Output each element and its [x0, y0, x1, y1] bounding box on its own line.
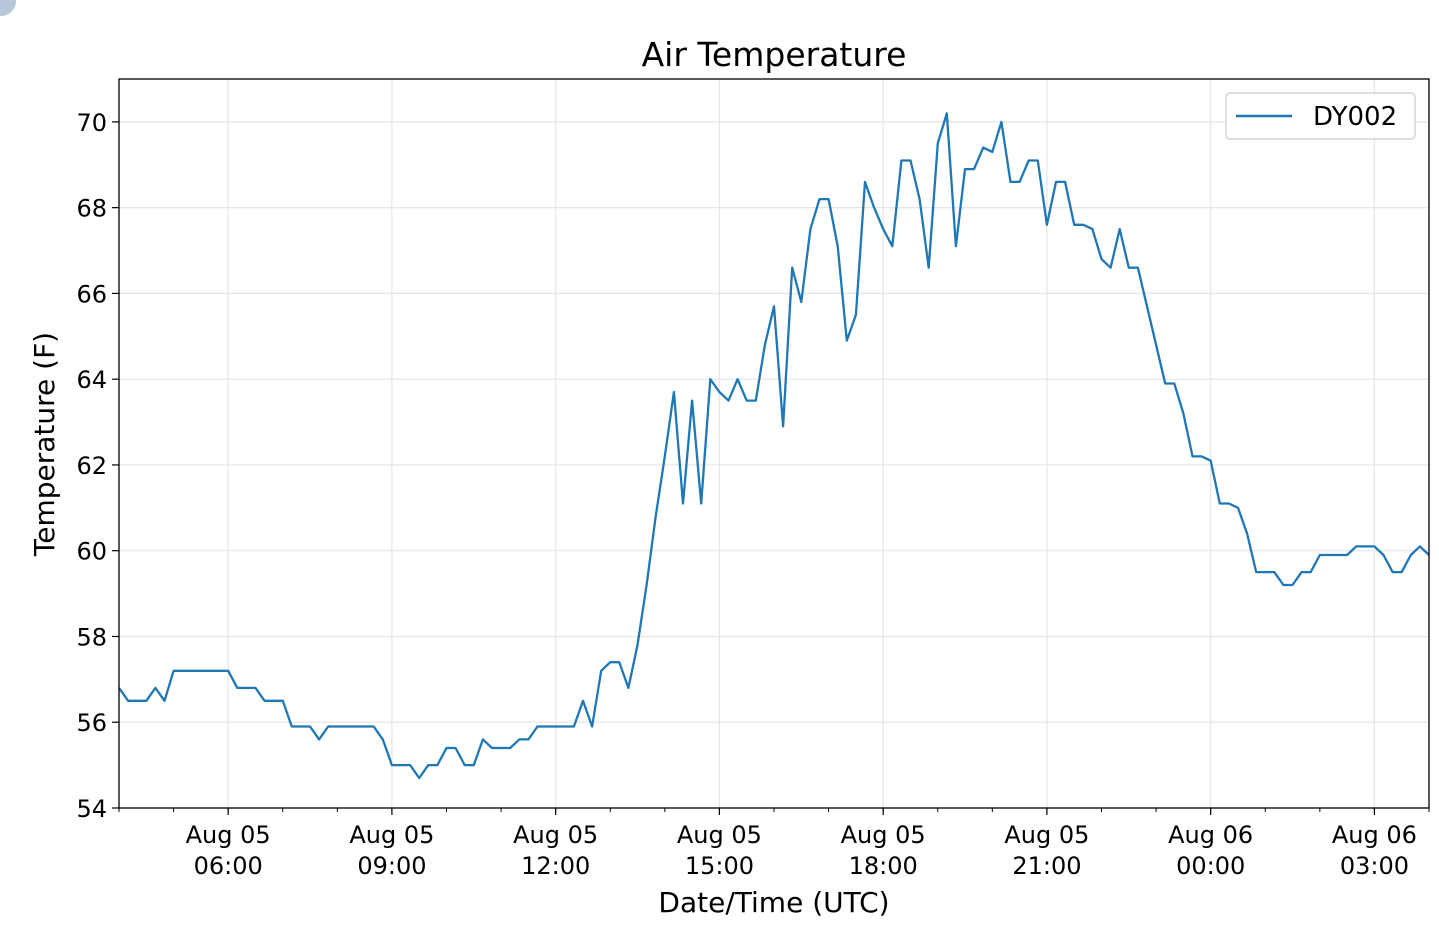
x-tick-label-date: Aug 05 [677, 821, 762, 849]
legend-label-dy002: DY002 [1313, 102, 1397, 132]
x-axis-label: Date/Time (UTC) [658, 886, 889, 919]
legend-box [1225, 92, 1416, 140]
x-tick-label-time: 00:00 [1176, 852, 1245, 880]
x-tick-label-time: 12:00 [521, 852, 590, 880]
series-line-dy002 [119, 112, 1429, 780]
grid-lines [119, 79, 1429, 809]
y-tick-label: 58 [76, 623, 107, 651]
x-tick-label-time: 03:00 [1340, 852, 1409, 880]
y-tick-label: 60 [76, 538, 107, 566]
plot-area-frame [118, 78, 1430, 809]
y-tick-label: 70 [76, 109, 107, 137]
x-tick-label-time: 21:00 [1012, 852, 1081, 880]
x-tick-label-date: Aug 05 [186, 821, 271, 849]
y-tick-label: 62 [76, 452, 107, 480]
y-axis-label: Temperature (F) [28, 332, 61, 557]
x-tick-label-time: 06:00 [194, 852, 263, 880]
x-axis-ticks: Aug 05 06:00 Aug 05 09:00 Aug 05 12:00 Aug 05 1… [118, 808, 1430, 880]
x-tick-label-date: Aug 05 [349, 821, 434, 849]
y-axis-ticks: 54 56 58 60 62 64 66 68 70 [76, 109, 119, 823]
chart-title: Air Temperature [642, 35, 907, 74]
legend: DY002 [1225, 92, 1416, 140]
x-tick-label-time: 18:00 [849, 852, 918, 880]
y-tick-label: 64 [76, 366, 107, 394]
x-tick-label-date: Aug 06 [1332, 821, 1417, 849]
y-tick-label: 56 [76, 709, 107, 737]
series-layer [119, 112, 1429, 780]
y-tick-label: 54 [76, 795, 107, 823]
x-tick-label-time: 15:00 [685, 852, 754, 880]
y-tick-label: 68 [76, 195, 107, 223]
x-tick-label-time: 09:00 [357, 852, 426, 880]
x-tick-label-date: Aug 05 [841, 821, 926, 849]
y-tick-label: 66 [76, 280, 107, 308]
x-tick-label-date: Aug 05 [513, 821, 598, 849]
x-tick-label-date: Aug 05 [1004, 821, 1089, 849]
x-tick-label-date: Aug 06 [1168, 821, 1253, 849]
